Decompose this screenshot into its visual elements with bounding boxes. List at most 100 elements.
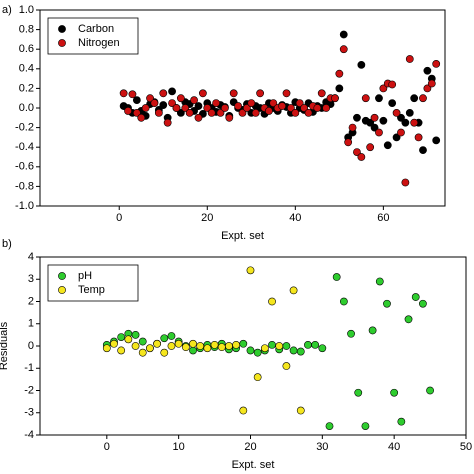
data-point (405, 55, 414, 63)
data-point (225, 342, 233, 350)
data-point (375, 94, 383, 103)
data-point (176, 109, 185, 117)
legend-box (47, 264, 139, 302)
data-point (390, 388, 399, 397)
data-point (401, 118, 410, 127)
data-point (397, 417, 406, 426)
data-point (194, 102, 203, 110)
x-tick-label: 60 (377, 212, 389, 224)
data-point (348, 123, 357, 132)
data-point (131, 342, 140, 350)
data-point (275, 342, 284, 350)
data-point (397, 113, 405, 122)
data-point (339, 45, 348, 54)
data-point (353, 113, 361, 122)
data-point (311, 340, 320, 349)
data-point (190, 96, 198, 105)
data-point (150, 99, 159, 107)
x-tick-label: 50 (460, 441, 472, 453)
data-point (383, 299, 391, 308)
data-point (392, 133, 401, 142)
y-tick-label: 0.6 (19, 43, 34, 55)
data-point (243, 104, 251, 112)
data-point (366, 143, 375, 152)
y-tick-label: 0.0 (19, 102, 34, 114)
data-point (410, 118, 419, 127)
x-tick-label: 40 (289, 212, 301, 224)
data-point (383, 141, 392, 150)
data-point (203, 344, 212, 353)
data-point (357, 60, 366, 69)
y-tick-label: 1 (28, 318, 34, 330)
data-point (366, 118, 375, 127)
data-point (268, 297, 276, 306)
data-point (168, 99, 176, 107)
data-point (163, 118, 172, 127)
x-axis-title: Expt. set (221, 230, 264, 242)
data-point (397, 128, 405, 137)
data-point (388, 99, 397, 107)
data-point (426, 386, 434, 395)
data-point (146, 344, 154, 353)
data-point (432, 60, 441, 68)
data-point (401, 178, 410, 187)
data-point (124, 107, 132, 115)
data-point (370, 113, 379, 122)
data-point (138, 348, 147, 357)
data-point (332, 273, 341, 281)
data-point (198, 89, 207, 98)
data-point (269, 99, 278, 107)
data-point (251, 109, 260, 117)
data-point (432, 136, 441, 145)
data-point (339, 30, 348, 39)
data-point (232, 340, 241, 349)
data-point (172, 104, 181, 112)
y-tick-label: 2 (28, 295, 34, 307)
data-point (379, 116, 388, 125)
data-point (131, 330, 140, 339)
data-point (423, 66, 432, 75)
data-point (295, 99, 304, 107)
data-point (410, 94, 419, 103)
y-axis-title: Residuals (0, 321, 10, 370)
data-point (181, 343, 190, 352)
data-point (361, 422, 370, 430)
data-point (282, 89, 291, 98)
data-point (117, 346, 126, 355)
y-tick-label: 1.0 (19, 4, 34, 16)
data-point (176, 94, 185, 103)
panel-label: b) (2, 238, 12, 250)
data-point (138, 337, 147, 346)
y-tick-label: 0.4 (19, 63, 34, 75)
data-point (304, 109, 313, 117)
y-tick-label: -4 (24, 429, 34, 441)
data-point (168, 87, 176, 96)
data-point (132, 109, 141, 117)
data-point (418, 299, 427, 308)
data-point (368, 326, 377, 335)
data-point (160, 348, 169, 357)
data-point (194, 113, 203, 122)
data-point (339, 297, 348, 306)
data-point (419, 94, 427, 103)
legend-marker (58, 39, 66, 47)
legend-marker (58, 286, 66, 294)
data-point (146, 94, 154, 103)
y-tick-label: -0.8 (15, 180, 34, 192)
x-tick-label: 20 (244, 441, 256, 453)
y-tick-label: -2 (24, 384, 34, 396)
data-point (119, 89, 128, 98)
data-point (357, 153, 366, 161)
y-tick-label: 4 (28, 251, 34, 263)
legend-box (47, 17, 139, 55)
legend-label: Nitrogen (78, 37, 120, 49)
data-point (411, 293, 420, 301)
x-tick-label: 0 (116, 212, 122, 224)
data-point (287, 104, 295, 112)
data-point (110, 339, 118, 348)
data-point (217, 343, 226, 352)
data-point (289, 346, 298, 355)
data-point (154, 109, 163, 117)
y-tick-label: -1.0 (15, 200, 34, 212)
